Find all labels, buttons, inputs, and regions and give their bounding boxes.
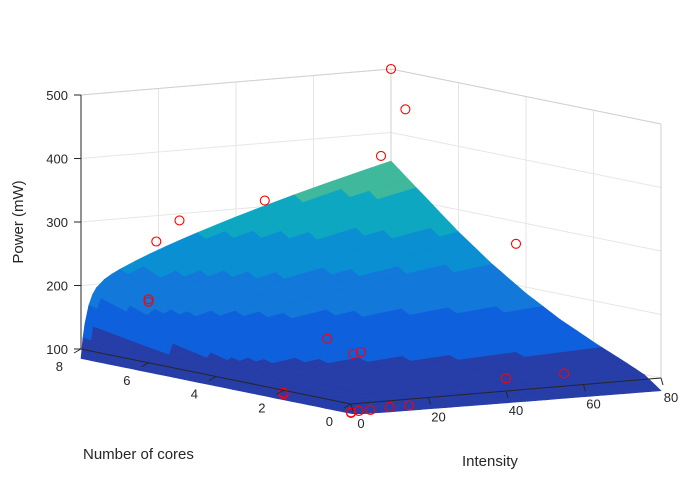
y-tick-mark bbox=[141, 362, 149, 368]
x-tick-mark bbox=[583, 384, 586, 392]
measured-point-marker bbox=[322, 333, 333, 344]
measured-point-marker bbox=[259, 195, 270, 206]
side-wall-grid-line bbox=[390, 195, 662, 252]
measured-point-marker bbox=[174, 215, 185, 226]
y-tick-label: 0 bbox=[326, 414, 333, 429]
measured-point-marker bbox=[348, 348, 359, 359]
y-tick-label: 8 bbox=[56, 359, 63, 374]
measured-point-marker bbox=[151, 236, 162, 247]
x-tick-label: 80 bbox=[664, 390, 678, 405]
measured-point-marker bbox=[375, 150, 387, 161]
x-tick-label: 40 bbox=[509, 403, 523, 418]
box-edge bbox=[390, 68, 662, 125]
x-axis-label: Intensity bbox=[462, 453, 518, 470]
y-tick-label: 4 bbox=[191, 387, 198, 402]
measured-point-marker bbox=[278, 389, 289, 400]
measured-point-marker bbox=[500, 373, 512, 384]
measured-point-marker bbox=[353, 405, 364, 417]
y-tick-mark bbox=[208, 376, 217, 381]
axes bbox=[73, 94, 664, 412]
y-tick-mark bbox=[276, 389, 284, 395]
measured-point-marker bbox=[510, 238, 522, 249]
x-tick-mark bbox=[428, 397, 431, 405]
measured-point-marker bbox=[355, 346, 367, 358]
z-tick-label: 100 bbox=[46, 342, 68, 357]
measured-point-marker bbox=[384, 402, 395, 413]
measured-point-marker bbox=[345, 407, 357, 418]
y-tick-mark bbox=[343, 403, 352, 409]
x-tick-label: 0 bbox=[357, 416, 364, 431]
measured-point-marker bbox=[365, 404, 376, 416]
y-tick-mark bbox=[73, 348, 82, 354]
x-tick-mark bbox=[350, 403, 354, 412]
measured-point-marker bbox=[385, 63, 397, 75]
z-tick-label: 200 bbox=[46, 279, 68, 294]
measured-point-marker bbox=[143, 294, 154, 305]
surface-patch bbox=[342, 410, 353, 414]
side-wall-grid-line bbox=[390, 132, 662, 188]
x-tick-label: 20 bbox=[431, 410, 445, 425]
measured-point-marker bbox=[400, 104, 411, 115]
tick-labels: 0 20 40 60 80 0 2 4 6 8 100 200 300 400 500 bbox=[46, 88, 678, 431]
power-surface bbox=[80, 160, 662, 415]
z-tick-label: 300 bbox=[46, 215, 68, 230]
x-tick-mark bbox=[505, 390, 509, 399]
measured-point-marker bbox=[559, 368, 570, 379]
x-tick-mark bbox=[660, 377, 664, 386]
x-tick-label: 60 bbox=[586, 397, 600, 412]
measured-point-marker bbox=[404, 400, 415, 411]
measured-point-marker bbox=[143, 296, 154, 307]
y-axis-label: Number of cores bbox=[83, 446, 194, 463]
back-wall-grid-line bbox=[80, 132, 392, 159]
z-axis-label: Power (mW) bbox=[10, 180, 27, 263]
box-edge bbox=[80, 68, 392, 96]
y-tick-label: 2 bbox=[258, 400, 265, 415]
z-tick-label: 400 bbox=[46, 152, 68, 167]
y-tick-label: 6 bbox=[123, 373, 130, 388]
z-tick-label: 500 bbox=[46, 88, 68, 103]
